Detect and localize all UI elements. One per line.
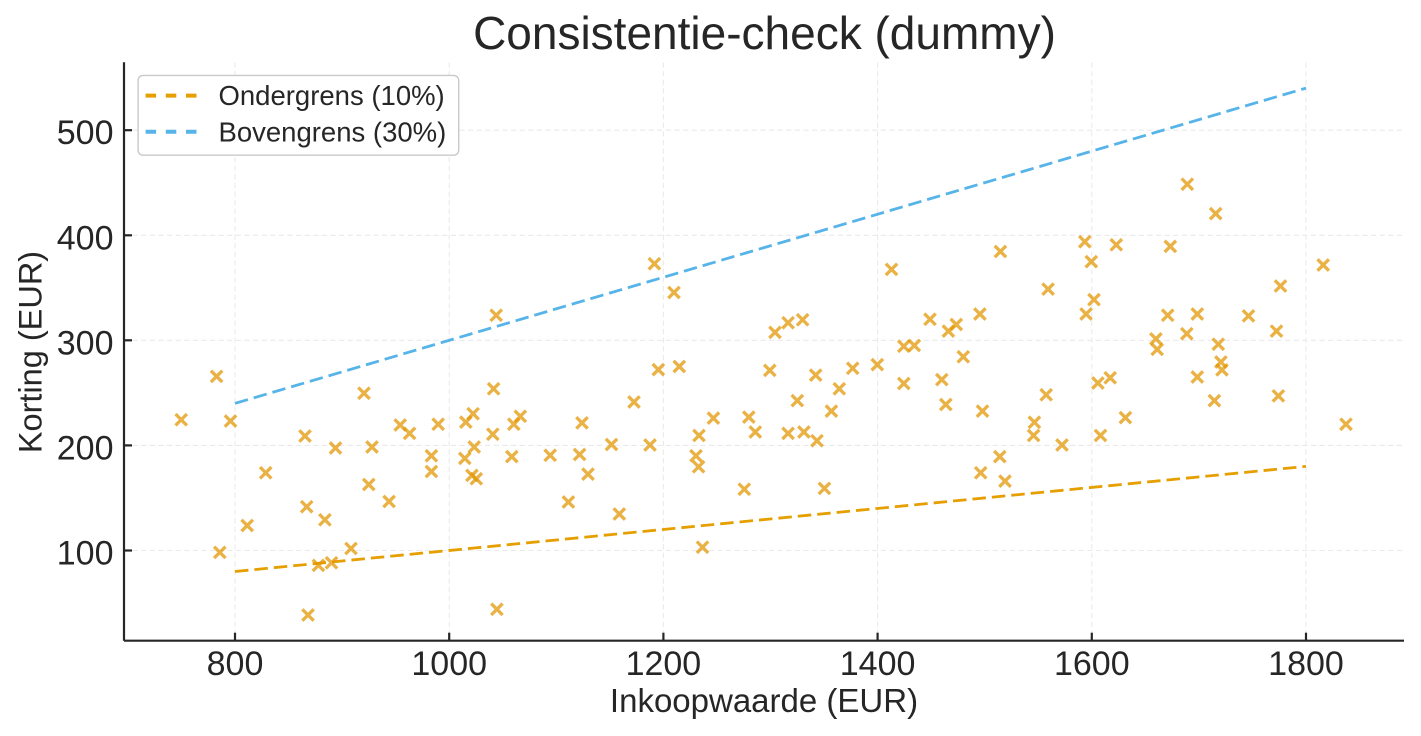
svg-text:200: 200 xyxy=(57,429,114,467)
svg-text:1400: 1400 xyxy=(840,645,916,683)
svg-text:Korting (EUR): Korting (EUR) xyxy=(13,251,49,453)
svg-text:Bovengrens (30%): Bovengrens (30%) xyxy=(219,116,447,147)
svg-text:1200: 1200 xyxy=(626,645,702,683)
svg-text:1800: 1800 xyxy=(1268,645,1344,683)
svg-text:800: 800 xyxy=(207,645,264,683)
svg-text:400: 400 xyxy=(57,219,114,257)
svg-text:Consistentie-check (dummy): Consistentie-check (dummy) xyxy=(473,7,1056,59)
svg-text:1600: 1600 xyxy=(1054,645,1130,683)
svg-text:1000: 1000 xyxy=(411,645,487,683)
svg-text:Ondergrens (10%): Ondergrens (10%) xyxy=(219,80,445,111)
svg-text:Inkoopwaarde (EUR): Inkoopwaarde (EUR) xyxy=(610,682,918,719)
svg-text:300: 300 xyxy=(57,324,114,362)
svg-text:100: 100 xyxy=(57,535,114,573)
svg-text:500: 500 xyxy=(57,114,114,152)
